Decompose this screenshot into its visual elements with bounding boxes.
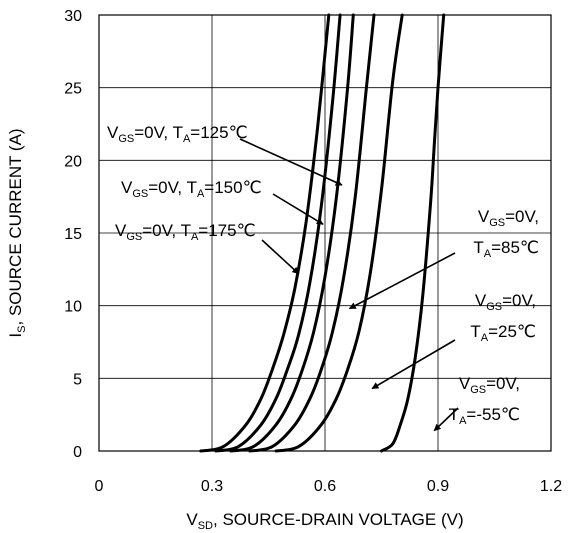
annotation-text: VGS=0V, TA=150℃ xyxy=(121,178,262,200)
series-line-s85 xyxy=(248,13,376,453)
series-line-s_55 xyxy=(380,13,446,453)
annotation-s25: VGS=0V, TA=25℃ xyxy=(371,291,536,390)
annotation-text: VGS=0V, xyxy=(475,291,536,313)
x-axis-label: VSD, SOURCE-DRAIN VOLTAGE (V) xyxy=(186,510,463,532)
y-axis-label: IS, SOURCE CURRENT (A) xyxy=(6,128,28,337)
annotation-s175: VGS=0V, TA=175℃ xyxy=(115,221,300,275)
series-line-s25 xyxy=(274,13,404,453)
annotation-s_55: VGS=0V, TA=-55℃ xyxy=(433,374,520,432)
annotation-arrow xyxy=(239,138,343,186)
x-tick-label: 0.3 xyxy=(201,478,223,495)
y-tick-label: 10 xyxy=(64,299,82,316)
y-tick-label: 0 xyxy=(73,444,82,461)
annotation-arrow xyxy=(433,407,459,432)
annotation-s125: VGS=0V, TA=125℃ xyxy=(107,123,343,186)
annotation-text: VGS=0V, TA=175℃ xyxy=(115,221,256,243)
annotation-arrow xyxy=(272,193,324,225)
y-tick-label: 15 xyxy=(64,226,82,243)
y-tick-label: 5 xyxy=(73,371,82,388)
annotation-text: TA=85℃ xyxy=(473,238,539,260)
x-axis-label-sub: SD xyxy=(198,520,213,532)
y-axis-label-main: I xyxy=(6,333,25,338)
y-tick-label: 30 xyxy=(64,8,82,25)
series-line-s125 xyxy=(229,13,355,453)
annotation-arrow xyxy=(261,239,300,275)
x-tick-label: 1.2 xyxy=(540,478,562,495)
y-tick-label: 25 xyxy=(64,81,82,98)
tick-labels: 0 0.3 0.6 0.9 1.2 0 5 10 15 20 25 30 xyxy=(64,8,562,495)
y-axis-label-rest: , SOURCE CURRENT (A) xyxy=(6,128,25,325)
annotation-text: VGS=0V, TA=125℃ xyxy=(107,123,248,145)
series-line-s150 xyxy=(214,13,342,453)
y-tick-label: 20 xyxy=(64,153,82,170)
x-axis-label-rest: , SOURCE-DRAIN VOLTAGE (V) xyxy=(213,510,464,529)
x-axis-label-main: V xyxy=(186,510,198,529)
annotation-arrow xyxy=(348,252,456,310)
annotations: VGS=0V, TA=125℃ VGS=0V, TA=150℃ VGS=0V, TA… xyxy=(107,123,539,432)
annotation-arrow xyxy=(371,339,456,390)
annotation-s150: VGS=0V, TA=150℃ xyxy=(121,178,324,225)
plot-frame xyxy=(98,14,552,452)
annotation-text: VGS=0V, xyxy=(459,374,520,396)
annotation-text: TA=25℃ xyxy=(470,322,536,344)
x-tick-label: 0.9 xyxy=(427,478,449,495)
y-axis-label-sub: S xyxy=(16,326,28,333)
curves xyxy=(199,13,446,453)
x-tick-label: 0 xyxy=(95,478,104,495)
annotation-text: VGS=0V, xyxy=(478,207,539,229)
series-line-s175 xyxy=(199,13,331,453)
x-tick-label: 0.6 xyxy=(314,478,336,495)
annotation-text: TA=-55℃ xyxy=(449,405,520,427)
annotation-s85: VGS=0V, TA=85℃ xyxy=(348,207,539,310)
